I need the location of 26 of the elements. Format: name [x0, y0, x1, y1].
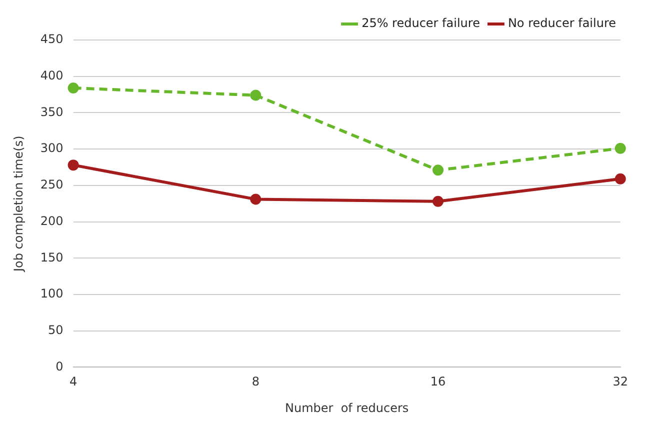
- y-tick-label: 400: [40, 68, 64, 82]
- y-tick-label: 0: [56, 359, 64, 374]
- x-tick-label: 4: [69, 374, 78, 389]
- y-tick-label: 350: [40, 104, 64, 119]
- x-tick-label: 8: [252, 374, 260, 389]
- x-tick-label: 16: [430, 374, 446, 389]
- y-tick-label: 100: [40, 286, 64, 301]
- point: [614, 173, 626, 184]
- y-tick-label: 150: [40, 250, 64, 264]
- y-tick-label: 250: [40, 178, 64, 192]
- y-axis-title: Job completion time(s): [11, 136, 26, 273]
- y-tick-label: 50: [48, 322, 64, 337]
- y-tick-label: 450: [40, 32, 64, 46]
- point: [250, 194, 262, 205]
- x-axis-title: Number of reducers: [285, 400, 409, 415]
- point: [432, 164, 444, 176]
- legend-label: 25% reducer failure: [362, 16, 480, 30]
- point: [432, 196, 444, 207]
- point: [614, 142, 626, 154]
- point: [68, 160, 79, 171]
- x-tick-label: 32: [612, 374, 628, 389]
- point: [250, 90, 262, 101]
- point: [68, 82, 79, 94]
- y-tick-label: 200: [40, 214, 64, 228]
- y-tick-label: 300: [40, 141, 64, 156]
- legend-label: No reducer failure: [508, 16, 616, 30]
